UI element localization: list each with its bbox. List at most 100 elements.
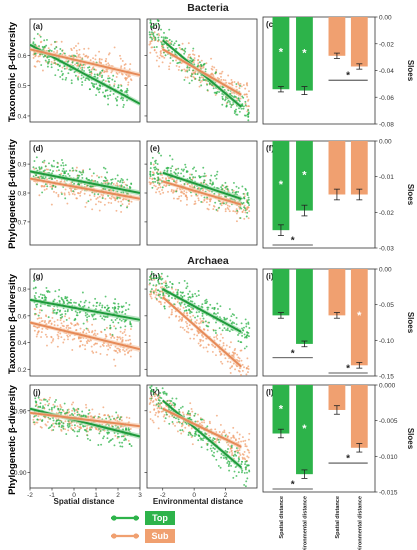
- point-top: [63, 172, 66, 174]
- point-top: [77, 78, 80, 81]
- point-top: [206, 308, 209, 311]
- panel-b: (b): [144, 18, 258, 123]
- bar-sub-3: [350, 141, 368, 195]
- point-top: [58, 411, 61, 414]
- point-sub: [78, 192, 81, 195]
- point-top: [77, 174, 80, 177]
- significance-star: *: [291, 348, 295, 359]
- point-top: [114, 97, 117, 100]
- point-sub: [244, 93, 246, 96]
- point-top: [101, 197, 104, 200]
- point-sub: [237, 356, 240, 359]
- point-sub: [226, 435, 229, 438]
- point-top: [56, 166, 59, 169]
- point-top: [62, 164, 65, 167]
- point-top: [149, 172, 152, 175]
- legend-top-marker-2: [133, 515, 139, 521]
- point-top: [118, 441, 121, 444]
- point-sub: [238, 360, 241, 363]
- point-top: [47, 49, 50, 52]
- point-top: [233, 450, 236, 453]
- fit-line-top: [162, 171, 242, 200]
- panel-a: (a)0.40.50.6: [17, 18, 141, 123]
- point-sub: [199, 317, 202, 320]
- point-sub: [148, 403, 151, 405]
- point-top: [223, 202, 225, 205]
- point-top: [213, 448, 216, 450]
- point-top: [186, 285, 189, 288]
- point-top: [244, 460, 247, 463]
- point-top: [225, 105, 228, 108]
- point-sub: [220, 72, 223, 75]
- point-top: [242, 196, 245, 199]
- point-sub: [103, 414, 106, 417]
- point-top: [99, 315, 102, 318]
- point-top: [155, 167, 158, 170]
- point-sub: [238, 87, 241, 90]
- point-top: [61, 159, 63, 161]
- bar-star-marker: *: [357, 310, 362, 322]
- point-sub: [96, 332, 99, 335]
- x-tick-label: 0: [192, 492, 196, 499]
- point-sub: [181, 411, 184, 414]
- point-top: [157, 36, 160, 39]
- point-top: [155, 45, 158, 48]
- point-top: [200, 446, 203, 449]
- point-top: [102, 166, 105, 169]
- point-top: [158, 24, 161, 27]
- point-top: [64, 164, 67, 167]
- point-sub: [232, 189, 235, 192]
- point-sub: [93, 343, 96, 346]
- point-top: [103, 328, 106, 331]
- point-sub: [181, 318, 184, 321]
- point-sub: [202, 346, 205, 349]
- point-top: [154, 162, 157, 165]
- point-sub: [96, 174, 99, 177]
- point-sub: [38, 398, 41, 401]
- point-sub: [102, 406, 105, 409]
- point-top: [74, 310, 77, 313]
- point-sub: [155, 293, 158, 296]
- point-top: [43, 177, 46, 180]
- point-top: [193, 435, 196, 437]
- point-top: [60, 193, 63, 196]
- point-top: [163, 169, 166, 172]
- point-top: [203, 172, 206, 175]
- point-top: [217, 307, 219, 310]
- point-top: [111, 178, 114, 181]
- point-sub: [158, 295, 161, 298]
- point-sub: [92, 66, 95, 69]
- point-sub: [150, 46, 153, 49]
- point-top: [59, 314, 62, 317]
- point-top: [90, 313, 93, 316]
- point-sub: [200, 59, 203, 62]
- point-top: [161, 186, 164, 189]
- point-sub: [216, 437, 219, 440]
- point-top: [39, 305, 42, 307]
- point-top: [70, 79, 73, 82]
- point-sub: [32, 56, 35, 59]
- point-top: [81, 291, 84, 294]
- point-top: [244, 463, 247, 466]
- point-top: [150, 385, 153, 387]
- point-sub: [116, 437, 119, 440]
- point-top: [157, 168, 160, 171]
- point-sub: [76, 322, 79, 325]
- point-sub: [219, 423, 222, 426]
- panel-d: (d)0.70.80.9: [17, 140, 141, 246]
- point-sub: [73, 47, 76, 49]
- point-sub: [199, 81, 202, 84]
- point-top: [34, 397, 37, 400]
- point-sub: [51, 339, 54, 342]
- point-top: [218, 206, 221, 209]
- point-top: [216, 312, 219, 314]
- point-top: [38, 295, 41, 298]
- point-top: [247, 464, 250, 467]
- point-top: [77, 408, 80, 410]
- point-sub: [69, 327, 72, 330]
- point-top: [38, 166, 41, 169]
- point-sub: [92, 351, 95, 354]
- point-sub: [71, 349, 74, 351]
- point-top: [102, 79, 105, 82]
- y-tick-label: 0.00: [379, 139, 392, 146]
